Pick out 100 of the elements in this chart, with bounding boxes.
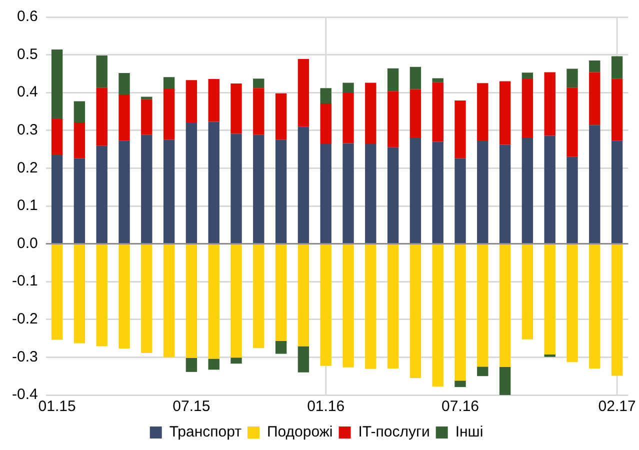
bar [387, 147, 399, 244]
bar [454, 244, 466, 381]
bar [253, 134, 264, 244]
bar [96, 146, 108, 244]
bar [51, 119, 63, 155]
bar [432, 142, 444, 244]
bar [342, 143, 354, 244]
bar [320, 88, 332, 104]
bar [566, 68, 578, 88]
bar [611, 140, 623, 244]
bar [298, 244, 310, 346]
bar [499, 144, 511, 244]
bar [611, 56, 623, 79]
bar [410, 89, 422, 138]
bar [208, 358, 220, 370]
bar [163, 244, 175, 358]
bar [387, 91, 399, 148]
bar [477, 244, 488, 367]
x-tick-label: 01.15 [38, 398, 76, 416]
bar [522, 72, 534, 79]
bar [118, 72, 130, 94]
bar [275, 340, 287, 354]
bar [253, 244, 264, 348]
bar [74, 244, 86, 344]
bar [275, 140, 287, 244]
bar [230, 84, 242, 134]
bar [522, 138, 534, 244]
bar [96, 88, 108, 146]
bar [230, 244, 242, 358]
bar [477, 83, 488, 141]
bar [298, 346, 310, 372]
y-tick-label: 0.2 [16, 159, 38, 176]
bar [118, 244, 130, 349]
legend-label: IT-послуги [358, 424, 430, 441]
bar [118, 94, 130, 141]
bar [566, 244, 578, 362]
bar [253, 88, 264, 135]
bar [387, 68, 399, 92]
bar [365, 82, 376, 144]
bar [208, 122, 220, 244]
bar [298, 126, 310, 244]
bar [163, 88, 175, 140]
bar [320, 104, 332, 144]
bar [320, 144, 332, 244]
bar [275, 244, 287, 341]
bar [186, 122, 198, 244]
bar [74, 122, 86, 158]
bar [611, 244, 623, 376]
bar [96, 244, 108, 346]
bar [522, 78, 534, 138]
bar [342, 82, 354, 93]
bar [387, 244, 399, 369]
bar [342, 244, 354, 368]
bar [589, 60, 600, 72]
legend-label: Подорожі [266, 424, 333, 441]
y-tick-label: 0.4 [16, 84, 38, 101]
bar [141, 99, 152, 135]
bar [208, 78, 220, 122]
bar [522, 244, 534, 340]
bar [566, 156, 578, 244]
bar [544, 136, 556, 244]
bar [566, 88, 578, 157]
bar [410, 66, 422, 90]
bar [410, 244, 422, 378]
y-tick-label: -0.3 [12, 348, 38, 366]
bar [499, 244, 511, 368]
y-tick-label: -0.2 [12, 310, 38, 328]
bar [163, 77, 175, 88]
bar [141, 134, 152, 244]
x-tick-label: 02.17 [598, 398, 636, 416]
bar [454, 380, 466, 388]
bar [499, 81, 511, 145]
bar [51, 154, 63, 244]
bar [275, 93, 287, 140]
bar [230, 358, 242, 364]
bar [51, 244, 63, 340]
bar [410, 138, 422, 244]
bar [118, 140, 130, 244]
bar [186, 80, 198, 122]
legend-label: Транспорт [169, 424, 242, 441]
bar [208, 244, 220, 359]
x-tick-label: 07.16 [441, 398, 480, 416]
y-tick-label: 0.0 [16, 234, 38, 252]
y-tick-label: 0.3 [16, 122, 38, 139]
bar [186, 358, 198, 372]
bar [230, 134, 242, 244]
x-tick-label: 07.15 [172, 398, 210, 416]
bar [432, 244, 444, 387]
bar [432, 82, 444, 142]
y-tick-label: 0.5 [16, 46, 38, 63]
bar [186, 244, 198, 358]
bar [477, 366, 488, 376]
bar [74, 158, 86, 244]
bar [589, 125, 600, 244]
bar [454, 100, 466, 158]
bar [432, 78, 444, 82]
x-tick-label: 01.16 [307, 398, 345, 416]
bar [74, 101, 86, 122]
bar [611, 78, 623, 141]
bar [499, 367, 511, 395]
